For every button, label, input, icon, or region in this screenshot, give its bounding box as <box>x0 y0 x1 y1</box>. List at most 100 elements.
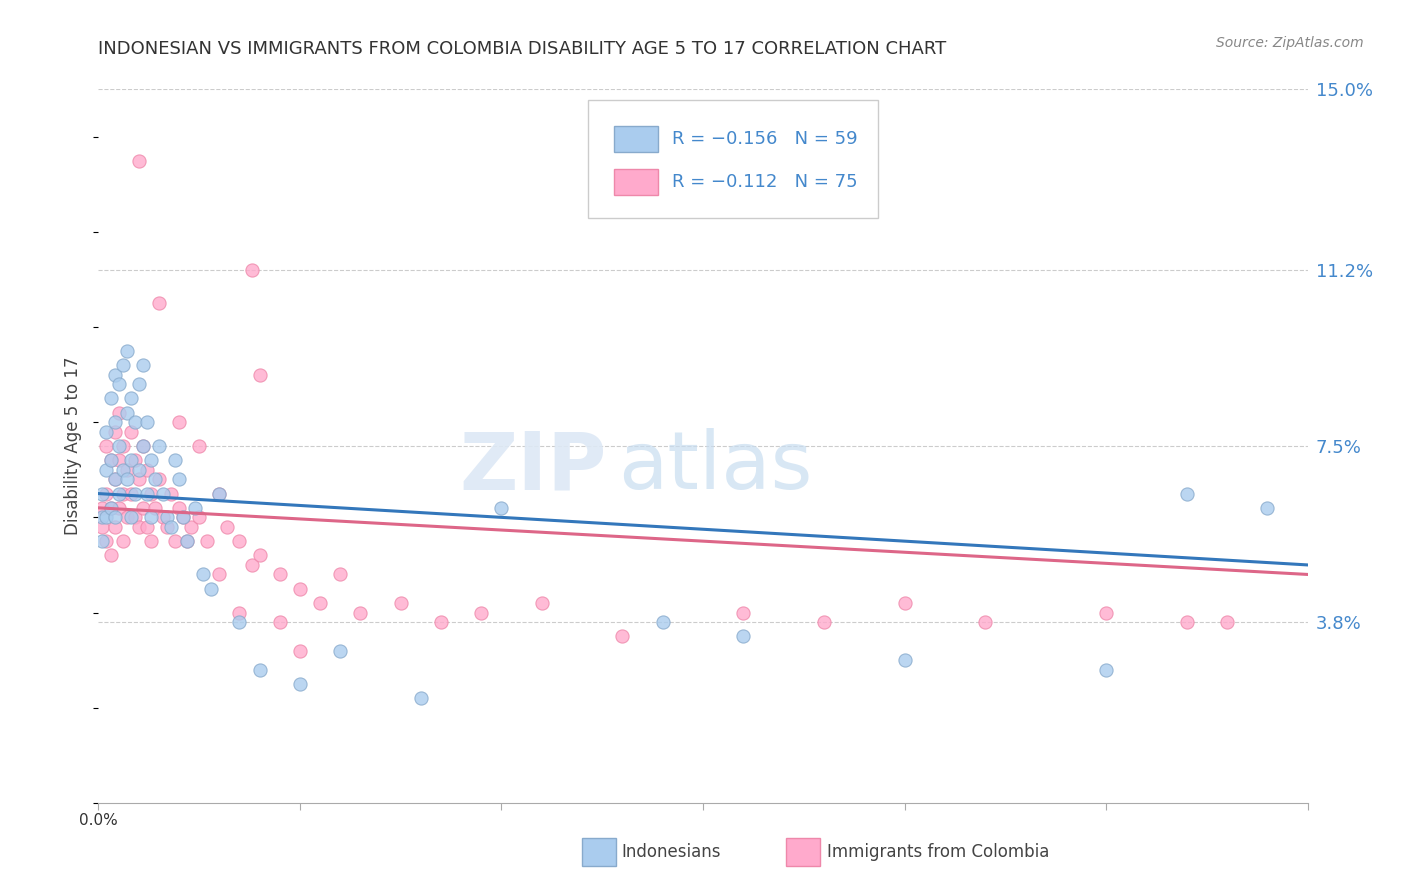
Point <box>128 520 150 534</box>
Point <box>111 534 134 549</box>
Point <box>96 439 118 453</box>
Point <box>269 567 291 582</box>
Point <box>115 472 138 486</box>
Point <box>132 500 155 515</box>
Point <box>612 629 634 643</box>
Point <box>180 520 202 534</box>
Point <box>208 486 231 500</box>
Text: atlas: atlas <box>619 428 813 507</box>
Point <box>309 596 332 610</box>
Point <box>96 486 118 500</box>
Point <box>893 596 915 610</box>
Point <box>163 453 186 467</box>
Point <box>430 615 453 629</box>
Point <box>193 567 215 582</box>
Point <box>103 368 125 382</box>
Point <box>100 392 122 406</box>
Point <box>288 677 311 691</box>
Point <box>124 486 146 500</box>
Point <box>240 558 263 572</box>
Point <box>228 606 250 620</box>
Point <box>470 606 492 620</box>
Y-axis label: Disability Age 5 to 17: Disability Age 5 to 17 <box>65 357 83 535</box>
Point <box>167 500 190 515</box>
Point <box>107 377 129 392</box>
Point <box>172 510 194 524</box>
Point <box>208 486 231 500</box>
Point <box>100 453 122 467</box>
Point <box>217 520 239 534</box>
Point <box>107 406 129 420</box>
Text: R = −0.112   N = 75: R = −0.112 N = 75 <box>672 173 858 191</box>
FancyBboxPatch shape <box>588 100 879 218</box>
Point <box>139 486 162 500</box>
Point <box>288 643 311 657</box>
Point <box>139 453 162 467</box>
Text: INDONESIAN VS IMMIGRANTS FROM COLOMBIA DISABILITY AGE 5 TO 17 CORRELATION CHART: INDONESIAN VS IMMIGRANTS FROM COLOMBIA D… <box>98 40 946 58</box>
Text: R = −0.156   N = 59: R = −0.156 N = 59 <box>672 130 858 148</box>
Point <box>184 500 207 515</box>
Point <box>240 263 263 277</box>
Point <box>103 520 125 534</box>
Point <box>249 368 271 382</box>
Point <box>733 629 755 643</box>
Point <box>813 615 835 629</box>
Point <box>100 453 122 467</box>
Point <box>160 520 183 534</box>
Point <box>115 343 138 358</box>
Point <box>115 406 138 420</box>
Point <box>188 439 211 453</box>
Point <box>1175 486 1198 500</box>
Point <box>269 615 291 629</box>
Point <box>135 486 157 500</box>
Point <box>111 486 134 500</box>
Point <box>156 510 179 524</box>
Point <box>1256 500 1278 515</box>
Point <box>228 534 250 549</box>
Point <box>128 153 150 168</box>
Point <box>530 596 553 610</box>
Point <box>200 582 222 596</box>
Point <box>103 472 125 486</box>
Point <box>128 472 150 486</box>
Point <box>100 500 122 515</box>
Point <box>893 653 915 667</box>
Point <box>96 534 118 549</box>
Point <box>195 534 218 549</box>
Point <box>124 510 146 524</box>
Point <box>100 500 122 515</box>
Point <box>115 510 138 524</box>
Point <box>143 500 166 515</box>
Point <box>128 463 150 477</box>
Point <box>249 549 271 563</box>
Text: ZIP: ZIP <box>458 428 606 507</box>
Point <box>188 510 211 524</box>
Point <box>103 510 125 524</box>
Point <box>111 439 134 453</box>
Point <box>148 296 170 310</box>
Point <box>208 567 231 582</box>
Point <box>132 358 155 372</box>
Point <box>135 520 157 534</box>
Point <box>651 615 673 629</box>
Point <box>167 415 190 429</box>
Point <box>148 472 170 486</box>
Point <box>249 663 271 677</box>
Point <box>124 453 146 467</box>
Point <box>1095 663 1118 677</box>
Text: Source: ZipAtlas.com: Source: ZipAtlas.com <box>1216 36 1364 50</box>
Point <box>124 415 146 429</box>
Point <box>329 643 352 657</box>
Point <box>111 463 134 477</box>
Point <box>288 582 311 596</box>
Point <box>139 510 162 524</box>
Point <box>167 472 190 486</box>
Point <box>107 453 129 467</box>
Point <box>152 510 174 524</box>
Point <box>172 510 194 524</box>
Point <box>120 453 142 467</box>
Point <box>1095 606 1118 620</box>
Point <box>107 486 129 500</box>
Point <box>107 439 129 453</box>
Text: Immigrants from Colombia: Immigrants from Colombia <box>827 843 1049 861</box>
